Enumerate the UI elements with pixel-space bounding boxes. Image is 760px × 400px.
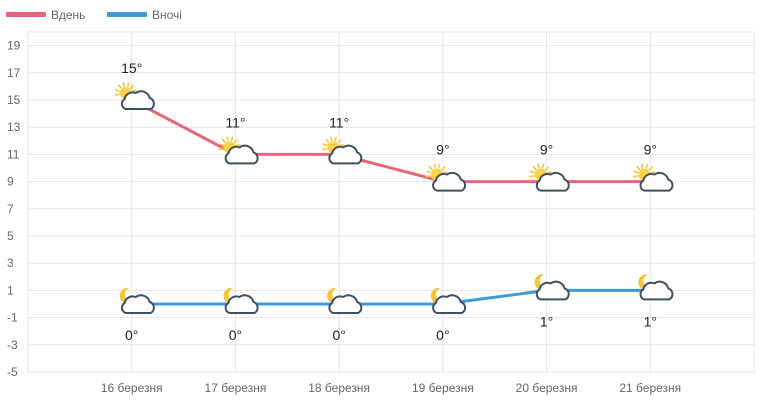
- moon-cloud-icon: [534, 274, 570, 301]
- data-label-day: 9°: [540, 142, 553, 158]
- data-label-day: 11°: [329, 114, 349, 130]
- data-label-night: 0°: [125, 327, 138, 343]
- moon-cloud-icon: [327, 287, 363, 314]
- legend: Вдень Вночі: [6, 8, 182, 22]
- legend-item-night[interactable]: Вночі: [107, 8, 182, 22]
- moon-cloud-icon: [638, 274, 674, 301]
- y-tick-label: -3: [7, 338, 18, 352]
- x-tick-label: 19 березня: [412, 381, 474, 395]
- y-tick-label: 5: [7, 229, 14, 243]
- moon-cloud-icon: [119, 287, 155, 314]
- sun-cloud-icon: [633, 163, 674, 192]
- series-line-night: [131, 288, 651, 306]
- legend-swatch: [6, 12, 46, 17]
- data-label-night: 0°: [332, 327, 345, 343]
- y-tick-label: 15: [7, 93, 21, 107]
- y-tick-label: -1: [7, 311, 18, 325]
- y-tick-label: 9: [7, 175, 14, 189]
- sun-cloud-icon: [425, 163, 466, 192]
- y-tick-label: 19: [7, 39, 21, 53]
- x-tick-label: 20 березня: [516, 381, 578, 395]
- y-tick-label: 17: [7, 66, 21, 80]
- data-label-day: 11°: [225, 114, 245, 130]
- y-axis: 19 17 15 13 11 9 7 5 3 1 -1 -3 -5: [7, 39, 21, 379]
- data-label-night: 0°: [436, 327, 449, 343]
- data-label-night: 0°: [229, 327, 242, 343]
- y-tick-label: -5: [7, 365, 18, 379]
- data-label-day: 9°: [644, 142, 657, 158]
- legend-label: Вночі: [152, 8, 182, 22]
- data-label-night: 1°: [540, 313, 553, 329]
- sun-cloud-icon: [322, 136, 363, 165]
- x-tick-label: 18 березня: [308, 381, 370, 395]
- legend-swatch: [107, 12, 147, 17]
- y-tick-label: 11: [7, 147, 20, 161]
- x-tick-label: 16 березня: [101, 381, 163, 395]
- moon-cloud-icon: [430, 287, 466, 314]
- x-tick-label: 21 березня: [619, 381, 681, 395]
- moon-cloud-icon: [223, 287, 259, 314]
- data-label-day: 9°: [436, 142, 449, 158]
- data-label-day: 15°: [121, 60, 142, 76]
- sun-cloud-icon: [218, 136, 259, 165]
- sun-cloud-icon: [529, 163, 570, 192]
- series-line-day: [131, 98, 651, 184]
- legend-item-day[interactable]: Вдень: [6, 8, 85, 22]
- weather-icons: [114, 81, 674, 314]
- y-tick-label: 13: [7, 120, 21, 134]
- y-tick-label: 3: [7, 256, 14, 270]
- x-tick-label: 17 березня: [205, 381, 267, 395]
- legend-label: Вдень: [51, 8, 85, 22]
- x-axis: 16 березня 17 березня 18 березня 19 березня…: [101, 381, 681, 395]
- data-labels: 15° 11° 11° 9° 9° 9° 0° 0° 0° 0° 1° 1°: [121, 60, 657, 343]
- series-lines: [131, 98, 651, 306]
- y-tick-label: 1: [7, 283, 14, 297]
- data-label-night: 1°: [644, 313, 657, 329]
- y-tick-label: 7: [7, 202, 14, 216]
- sun-cloud-icon: [114, 81, 155, 110]
